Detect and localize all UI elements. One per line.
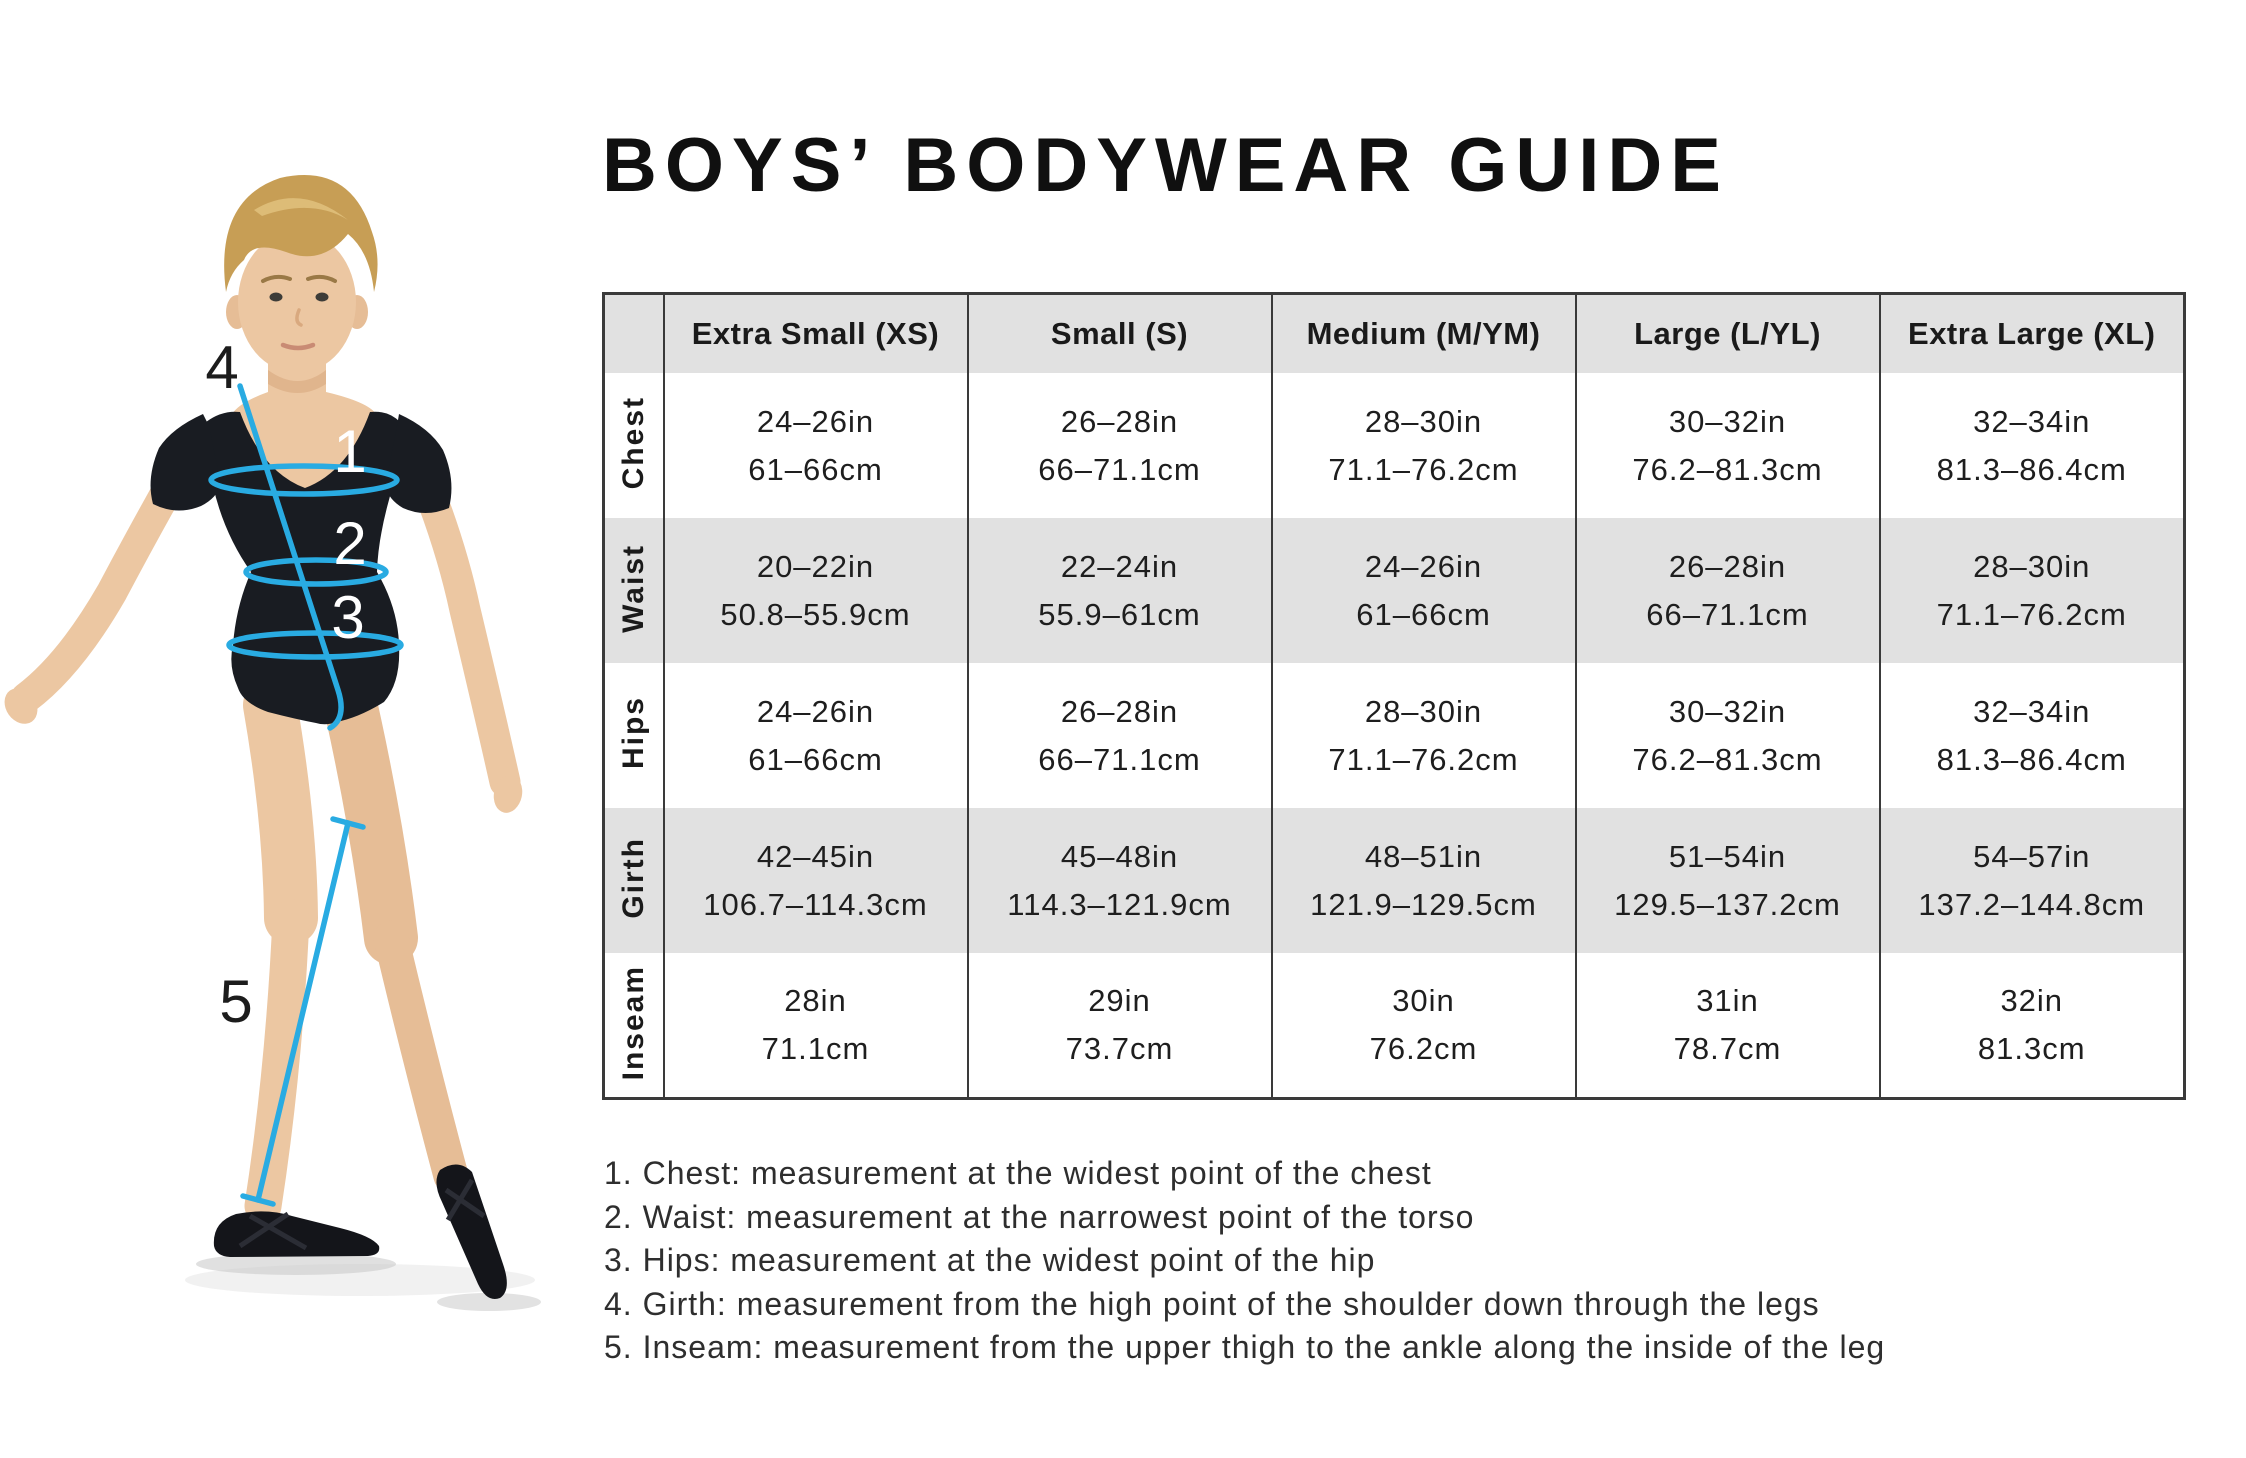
measurement-labels: 1 2 3 4 5 [205, 334, 366, 1035]
note-chest: 1. Chest: measurement at the widest poin… [604, 1155, 1432, 1191]
cell-inseam-m: 30in 76.2cm [1270, 953, 1577, 1098]
note-inseam: 5. Inseam: measurement from the upper th… [604, 1329, 1886, 1365]
hair [224, 175, 378, 292]
cell-hips-xl: 32–34in 81.3–86.4cm [1878, 663, 2186, 808]
table-row-hips: Hips 24–26in 61–66cm 26–28in 66–71.1cm 28–… [602, 663, 2186, 808]
hips-marker-label: 3 [331, 584, 364, 651]
col-header-xs: Extra Small (XS) [662, 293, 969, 373]
measurement-notes: 1. Chest: measurement at the widest poin… [604, 1152, 2204, 1370]
cell-girth-xl: 54–57in 137.2–144.8cm [1878, 808, 2186, 953]
eyebrow [306, 274, 337, 283]
cell-waist-xs: 20–22in 50.8–55.9cm [662, 518, 969, 663]
cell-girth-l: 51–54in 129.5–137.2cm [1574, 808, 1881, 953]
eye [315, 292, 329, 302]
cell-inseam-xl: 32in 81.3cm [1878, 953, 2186, 1098]
row-header-girth: Girth [602, 808, 665, 953]
cell-girth-m: 48–51in 121.9–129.5cm [1270, 808, 1577, 953]
row-header-inseam: Inseam [602, 953, 665, 1098]
col-header-s: Small (S) [966, 293, 1273, 373]
cell-inseam-l: 31in 78.7cm [1574, 953, 1881, 1098]
page-title: BOYS’ BODYWEAR GUIDE [602, 123, 1729, 208]
cell-girth-s: 45–48in 114.3–121.9cm [966, 808, 1273, 953]
girth-marker-label: 4 [205, 334, 238, 401]
waist-line [243, 557, 389, 587]
inseam-marker-label: 5 [219, 968, 252, 1035]
head [224, 175, 378, 373]
floor-shadow [196, 1253, 396, 1275]
cell-chest-xl: 32–34in 81.3–86.4cm [1878, 373, 2186, 518]
model-illustration: 1 2 3 4 5 [4, 175, 541, 1311]
corner-cell [602, 293, 665, 373]
col-header-xl: Extra Large (XL) [1878, 293, 2186, 373]
cell-hips-xs: 24–26in 61–66cm [662, 663, 969, 808]
table-row-chest: Chest 24–26in 61–66cm 26–28in 66–71.1cm 28… [602, 373, 2186, 518]
size-table-header-row: Extra Small (XS) Small (S) Medium (M/YM)… [602, 293, 2186, 373]
cell-chest-s: 26–28in 66–71.1cm [966, 373, 1273, 518]
inseam-cap [240, 1193, 276, 1207]
mouth [280, 342, 316, 351]
cell-chest-xs: 24–26in 61–66cm [662, 373, 969, 518]
col-header-l: Large (L/YL) [1574, 293, 1881, 373]
hips-line [226, 630, 404, 660]
face [238, 231, 356, 373]
measurement-lines [208, 383, 404, 1207]
table-row-waist: Waist 20–22in 50.8–55.9cm 22–24in 55.9–61c… [602, 518, 2186, 663]
nose [295, 308, 303, 327]
note-waist: 2. Waist: measurement at the narrowest p… [604, 1198, 1475, 1235]
cell-hips-s: 26–28in 66–71.1cm [966, 663, 1273, 808]
note-girth: 4. Girth: measurement from the high poin… [604, 1285, 1820, 1322]
row-header-waist: Waist [602, 518, 665, 663]
cell-hips-l: 30–32in 76.2–81.3cm [1574, 663, 1881, 808]
waist-marker-label: 2 [333, 510, 366, 577]
cell-waist-m: 24–26in 61–66cm [1270, 518, 1577, 663]
cell-chest-l: 30–32in 76.2–81.3cm [1574, 373, 1881, 518]
note-hips: 3. Hips: measurement at the widest point… [604, 1242, 1376, 1278]
eyebrow [261, 274, 292, 283]
table-row-inseam: Inseam 28in 71.1cm 29in 73.7cm 30in 76.2cm … [602, 953, 2186, 1098]
girth-line [237, 383, 344, 731]
neck-shadow [268, 370, 326, 393]
size-table: Extra Small (XS) Small (S) Medium (M/YM)… [602, 292, 2186, 1100]
inseam-line [255, 820, 351, 1203]
cell-chest-m: 28–30in 71.1–76.2cm [1270, 373, 1577, 518]
cell-inseam-xs: 28in 71.1cm [662, 953, 969, 1098]
cell-waist-s: 22–24in 55.9–61cm [966, 518, 1273, 663]
model-figure: 1 2 3 4 5 [0, 140, 580, 1450]
inseam-cap [330, 816, 366, 830]
row-header-chest: Chest [602, 373, 665, 518]
chest-marker-label: 1 [333, 418, 366, 485]
leotard-sleeve [385, 414, 452, 513]
cell-hips-m: 28–30in 71.1–76.2cm [1270, 663, 1577, 808]
floor-shadow [437, 1293, 541, 1311]
col-header-m: Medium (M/YM) [1270, 293, 1577, 373]
cell-inseam-s: 29in 73.7cm [966, 953, 1273, 1098]
row-header-hips: Hips [602, 663, 665, 808]
cell-waist-l: 26–28in 66–71.1cm [1574, 518, 1881, 663]
eye [269, 292, 283, 302]
ballet-shoes [213, 1164, 507, 1300]
leotard-sleeve [150, 414, 221, 511]
hand [493, 775, 523, 813]
hand [4, 688, 38, 724]
chest-line [208, 463, 400, 497]
table-row-girth: Girth 42–45in 106.7–114.3cm 45–48in 114.3–… [602, 808, 2186, 953]
hair-highlight [254, 198, 348, 220]
cell-girth-xs: 42–45in 106.7–114.3cm [662, 808, 969, 953]
legs [243, 678, 469, 1225]
cell-waist-xl: 28–30in 71.1–76.2cm [1878, 518, 2186, 663]
